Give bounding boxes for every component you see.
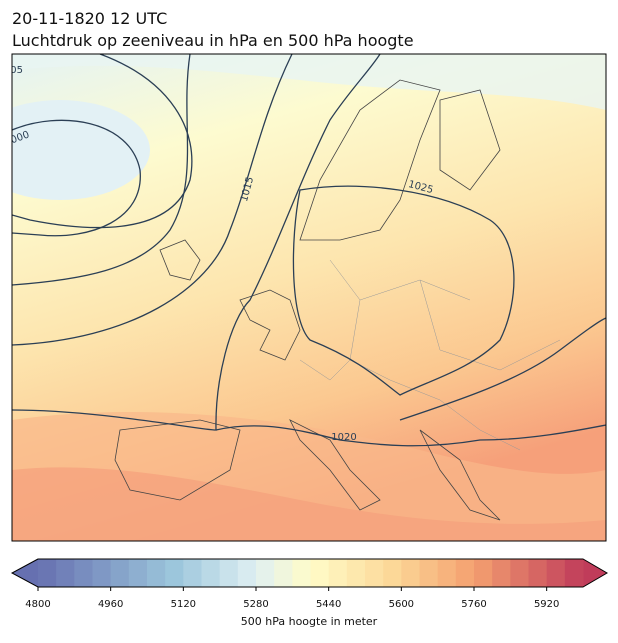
colorbar-bin bbox=[274, 559, 293, 587]
colorbar-tick-label: 5120 bbox=[171, 599, 196, 610]
colorbar-bin bbox=[455, 559, 475, 587]
colorbar-tick-label: 5920 bbox=[534, 599, 559, 610]
colorbar-bin bbox=[528, 559, 548, 587]
map: 1015 1025 1020 1005 1000 bbox=[0, 54, 606, 541]
colorbar-bin bbox=[237, 559, 257, 587]
colorbar-label: 500 hPa hoogte in meter bbox=[241, 615, 378, 628]
colorbar-bin bbox=[292, 559, 311, 587]
colorbar-bin bbox=[310, 559, 330, 587]
map-frame bbox=[11, 53, 607, 542]
colorbar-bin bbox=[183, 559, 202, 587]
colorbar: 4800 4960 5120 5280 5440 5600 5760 5920 bbox=[10, 558, 608, 610]
colorbar-bin bbox=[419, 559, 439, 587]
colorbar-bin bbox=[74, 559, 93, 587]
colorbar-bin bbox=[219, 559, 239, 587]
colorbar-tick-label: 5760 bbox=[461, 599, 486, 610]
colorbar-bin bbox=[256, 559, 275, 587]
colorbar-bin bbox=[92, 559, 112, 587]
colorbar-bin bbox=[546, 559, 566, 587]
colorbar-bin bbox=[383, 559, 402, 587]
colorbar-bin bbox=[165, 559, 184, 587]
colorbar-frame bbox=[10, 558, 608, 588]
colorbar-tick-label: 4960 bbox=[98, 599, 123, 610]
contour-label: 1005 bbox=[0, 65, 23, 76]
colorbar-bin bbox=[201, 559, 221, 587]
colorbar-bin bbox=[492, 559, 511, 587]
colorbar-bin bbox=[510, 559, 529, 587]
contour-label: 1020 bbox=[331, 432, 356, 443]
subtitle: Luchtdruk op zeeniveau in hPa en 500 hPa… bbox=[12, 31, 414, 50]
colorbar-bin bbox=[365, 559, 384, 587]
colorbar-bin bbox=[328, 559, 348, 587]
colorbar-bin bbox=[128, 559, 148, 587]
colorbar-tick-label: 5440 bbox=[316, 599, 341, 610]
colorbar-extend bbox=[12, 559, 38, 587]
colorbar-bin bbox=[38, 559, 57, 587]
colorbar-bin bbox=[437, 559, 457, 587]
colorbar-bin bbox=[564, 559, 584, 587]
colorbar-tick-label: 5280 bbox=[243, 599, 268, 610]
colorbar-tick-label: 4800 bbox=[25, 599, 50, 610]
colorbar-extend bbox=[583, 559, 607, 587]
colorbar-bin bbox=[346, 559, 366, 587]
colorbar-bin bbox=[110, 559, 130, 587]
colorbar-bin bbox=[56, 559, 75, 587]
colorbar-bin bbox=[147, 559, 166, 587]
colorbar-tick-label: 5600 bbox=[389, 599, 414, 610]
title: 20-11-1820 12 UTC bbox=[12, 9, 167, 28]
colorbar-bin bbox=[401, 559, 420, 587]
colorbar-bin bbox=[474, 559, 493, 587]
